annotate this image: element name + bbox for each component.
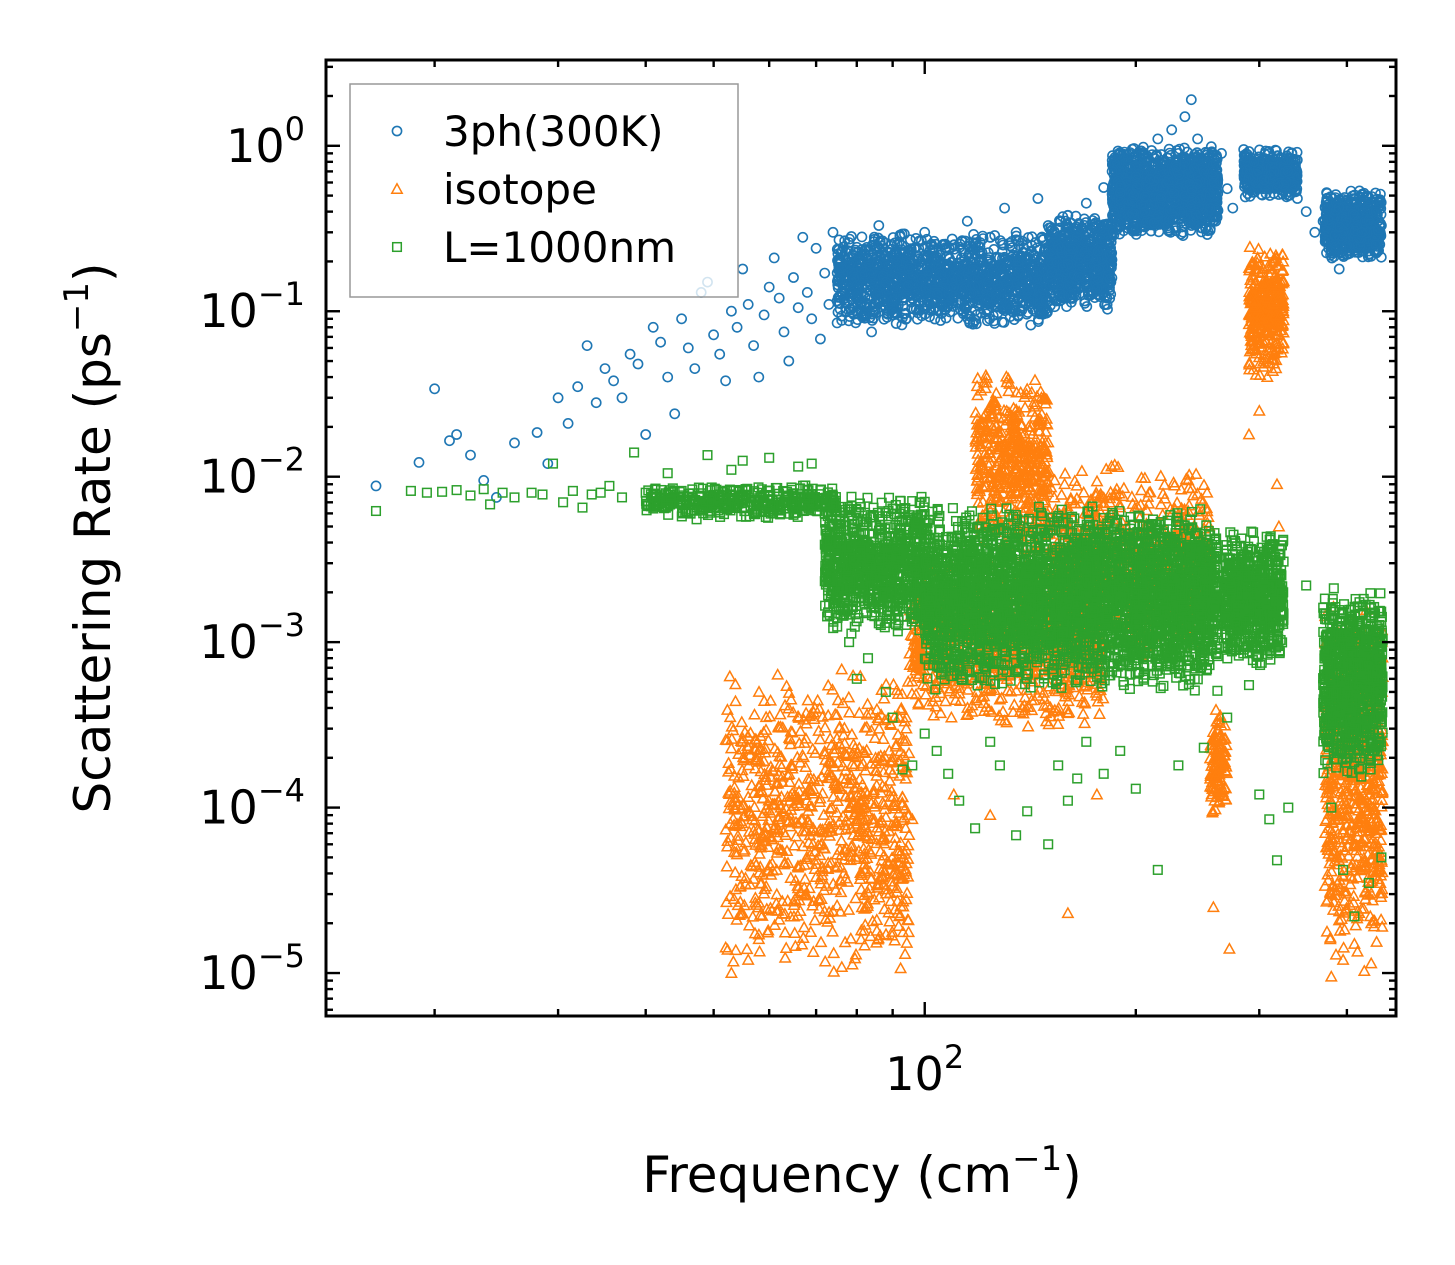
3ph-point bbox=[856, 231, 868, 243]
3ph-point bbox=[662, 371, 674, 383]
3ph-point bbox=[1080, 197, 1092, 209]
3ph-point bbox=[1185, 94, 1197, 106]
3ph-point bbox=[778, 326, 790, 338]
3ph-point bbox=[708, 329, 719, 341]
3ph-point bbox=[632, 358, 644, 370]
3ph-point bbox=[905, 234, 916, 246]
3ph-point bbox=[819, 267, 831, 279]
isotope-point bbox=[876, 732, 890, 744]
3ph-point bbox=[647, 321, 659, 333]
3ph-point bbox=[742, 298, 754, 310]
3ph-point bbox=[1166, 124, 1178, 136]
3ph-point bbox=[552, 392, 564, 404]
3ph-point bbox=[726, 305, 737, 317]
isotope-point bbox=[742, 918, 756, 931]
isotope-point bbox=[771, 667, 785, 680]
3ph-point bbox=[451, 429, 462, 440]
3ph-point bbox=[624, 348, 636, 360]
3ph-point bbox=[669, 408, 681, 420]
3ph-point bbox=[413, 456, 425, 468]
3ph-point bbox=[1221, 183, 1233, 195]
isotope-point bbox=[780, 679, 794, 691]
3ph-point bbox=[509, 437, 520, 449]
3ph-point bbox=[788, 272, 799, 283]
3ph-point bbox=[1227, 202, 1239, 214]
isotope-point bbox=[900, 936, 914, 948]
3ph-point bbox=[542, 458, 554, 469]
3ph-point bbox=[608, 375, 619, 387]
3ph-point bbox=[801, 286, 813, 298]
3ph-point bbox=[1179, 111, 1191, 123]
3ph-point bbox=[689, 363, 701, 374]
3ph-point bbox=[562, 417, 574, 429]
isotope-point bbox=[835, 960, 849, 973]
3ph-point bbox=[753, 371, 765, 383]
3ph-point bbox=[429, 383, 440, 395]
3ph-point bbox=[773, 292, 785, 304]
isotope-point bbox=[842, 903, 856, 915]
3ph-point bbox=[768, 252, 780, 264]
3ph-point bbox=[599, 363, 611, 374]
3ph-point bbox=[1333, 263, 1345, 275]
3ph-point bbox=[590, 397, 602, 409]
3ph-point bbox=[655, 336, 666, 348]
3ph-point bbox=[714, 348, 726, 360]
isotope-point bbox=[842, 705, 856, 718]
isotope-point bbox=[723, 669, 737, 682]
3ph-point bbox=[1081, 301, 1093, 312]
3ph-point bbox=[478, 474, 490, 486]
3ph-point bbox=[682, 342, 694, 354]
3ph-point bbox=[370, 480, 382, 492]
3ph-point bbox=[731, 321, 743, 333]
3ph-point bbox=[572, 381, 584, 393]
isotope-point bbox=[842, 690, 856, 703]
3ph-point bbox=[581, 340, 593, 351]
3ph-point bbox=[846, 231, 857, 242]
3ph-point bbox=[1300, 206, 1312, 217]
3ph-point bbox=[810, 242, 822, 254]
3ph-point bbox=[531, 427, 543, 438]
3ph-point bbox=[640, 429, 652, 440]
3ph-point bbox=[806, 313, 818, 325]
3ph-point bbox=[1152, 133, 1164, 145]
3ph-point bbox=[676, 313, 687, 325]
series-circle bbox=[370, 94, 1387, 503]
3ph-point bbox=[1309, 226, 1321, 238]
3ph-point bbox=[465, 449, 476, 461]
3ph-point bbox=[961, 215, 973, 227]
3ph-point bbox=[720, 375, 731, 387]
isotope-point bbox=[814, 935, 828, 948]
3ph-point bbox=[873, 220, 885, 231]
3ph-point bbox=[797, 231, 809, 243]
3ph-point bbox=[1192, 133, 1203, 145]
3ph-point bbox=[758, 309, 770, 321]
isotope-point bbox=[779, 941, 793, 953]
3ph-point bbox=[616, 392, 628, 404]
plot-area bbox=[370, 94, 1390, 982]
3ph-point bbox=[815, 333, 826, 345]
3ph-point bbox=[763, 281, 775, 293]
3ph-point bbox=[823, 298, 835, 310]
3ph-point bbox=[999, 202, 1010, 214]
3ph-point bbox=[827, 226, 839, 238]
3ph-point bbox=[866, 326, 877, 338]
3ph-point bbox=[1032, 193, 1044, 204]
isotope-point bbox=[801, 693, 815, 706]
3ph-point bbox=[783, 355, 795, 367]
isotope-point bbox=[778, 951, 792, 963]
3ph-point bbox=[792, 302, 804, 314]
3ph-point bbox=[921, 233, 933, 245]
3ph-point bbox=[1098, 182, 1110, 193]
isotope-point bbox=[835, 662, 849, 675]
3ph-point bbox=[737, 263, 749, 275]
3ph-point bbox=[748, 340, 759, 351]
